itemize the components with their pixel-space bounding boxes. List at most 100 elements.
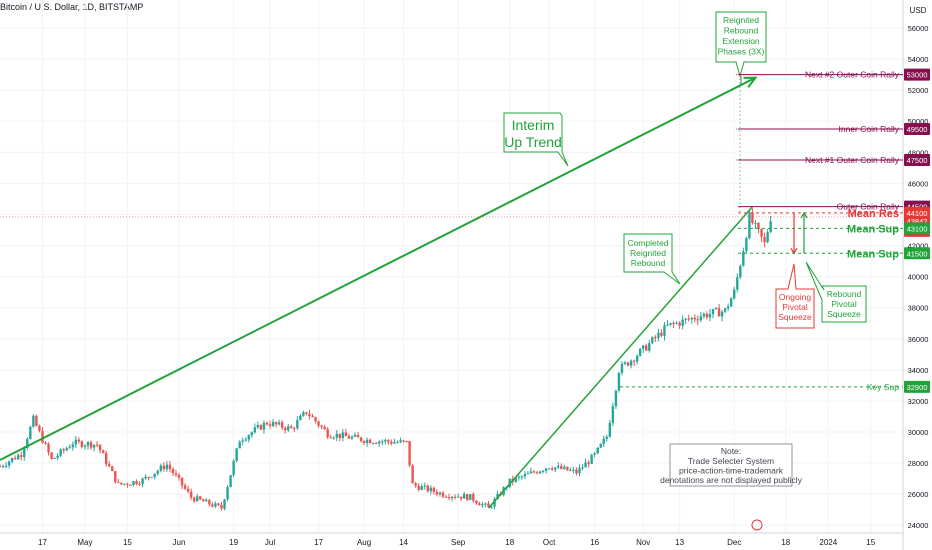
candle-body: [411, 465, 414, 484]
candle-body: [268, 424, 272, 427]
price-tick-label: 54000: [908, 55, 929, 64]
candle-body: [432, 487, 436, 492]
candle-body: [208, 499, 211, 505]
candle-body: [211, 504, 214, 507]
candle-body: [104, 453, 108, 465]
candle-body: [751, 212, 754, 224]
extension-callout-text: Reignited: [723, 15, 759, 25]
candle-body: [453, 496, 457, 498]
candle-body: [596, 447, 599, 454]
level-price-text: 53000: [907, 71, 928, 80]
price-tick-label: 36000: [908, 335, 929, 344]
interim-trend-label-1: Interim: [512, 117, 555, 133]
time-tick-label: 15: [866, 538, 875, 547]
time-tick-label: Jun: [173, 538, 186, 547]
candle-body: [429, 487, 433, 492]
candle-body: [147, 476, 150, 478]
level-label: Mean Sup: [847, 223, 899, 235]
candle-body: [678, 322, 681, 326]
candle-body: [763, 236, 766, 243]
candle-body: [7, 461, 11, 466]
interim-trend-callout: [503, 112, 569, 167]
candle-body: [702, 313, 706, 317]
interim-trend-line: [0, 76, 756, 461]
candle-body: [566, 466, 569, 471]
candle-body: [714, 308, 718, 310]
candle-body: [98, 444, 102, 451]
candle-body: [381, 441, 384, 443]
candle-body: [35, 415, 38, 426]
candle-body: [405, 440, 408, 442]
candle-body: [202, 499, 205, 502]
candle-body: [447, 497, 451, 499]
candle-body: [620, 363, 624, 374]
candle-body: [32, 415, 35, 427]
price-tick-label: 34000: [908, 366, 929, 375]
price-tick-label: 40000: [908, 273, 929, 282]
price-tick-label: 28000: [908, 459, 929, 468]
candle-body: [396, 442, 399, 444]
candle-body: [129, 484, 132, 486]
level-label: Inner Coin Rally: [839, 124, 900, 134]
candle-body: [660, 332, 663, 336]
candle-body: [141, 478, 144, 485]
candle-body: [720, 311, 724, 317]
candles: [0, 208, 772, 511]
candle-body: [547, 468, 551, 470]
candle-body: [153, 473, 156, 478]
candle-body: [608, 423, 612, 437]
candle-body: [329, 437, 332, 439]
candle-body: [441, 492, 445, 497]
candle-body: [526, 473, 530, 475]
candle-body: [220, 504, 223, 509]
price-tick-label: 46000: [908, 179, 929, 188]
candle-body: [645, 345, 648, 351]
candle-body: [456, 496, 460, 498]
candle-body: [253, 427, 257, 433]
candle-body: [123, 483, 126, 485]
candle-body: [226, 486, 229, 500]
time-tick-label: May: [77, 538, 92, 547]
candle-body: [554, 467, 557, 470]
candle-body: [739, 265, 742, 278]
event-icon: [751, 519, 763, 531]
candle-body: [572, 469, 575, 471]
candle-body: [663, 325, 666, 336]
candle-body: [611, 406, 615, 424]
candle-body: [729, 298, 733, 307]
candle-body: [120, 482, 123, 485]
note-line: Trade Selecter System: [688, 456, 774, 466]
candle-body: [74, 439, 78, 445]
candle-body: [602, 438, 605, 444]
candle-body: [766, 232, 769, 243]
candle-body: [459, 496, 463, 499]
candle-body: [108, 464, 111, 467]
candle-body: [496, 493, 499, 499]
candle-body: [532, 471, 536, 473]
candle-body: [150, 477, 153, 479]
level-price-text: 43100: [907, 224, 928, 233]
candle-body: [736, 277, 739, 290]
candle-body: [80, 441, 84, 447]
candle-body: [632, 360, 636, 362]
candle-body: [132, 481, 135, 485]
time-axis: 17 May 15 Jun 19 Jul 17 Aug 14 Sep 18 Oct 16 Nov 13 Dec…: [0, 519, 903, 547]
time-tick-label: Sep: [451, 538, 466, 547]
candle-body: [560, 465, 563, 469]
candle-body: [256, 425, 260, 428]
candle-body: [365, 439, 369, 444]
candle-body: [475, 500, 478, 504]
price-tick-label: 26000: [908, 490, 929, 499]
candle-body: [53, 457, 56, 459]
candle-body: [384, 440, 387, 442]
candle-body: [77, 439, 81, 442]
candle-body: [44, 442, 47, 444]
candle-body: [138, 483, 141, 485]
candle-body: [1, 466, 5, 468]
candle-body: [435, 491, 439, 495]
candle-body: [205, 499, 208, 502]
time-tick-label: Oct: [543, 538, 556, 547]
candle-body: [742, 251, 745, 266]
candle-body: [684, 318, 687, 320]
